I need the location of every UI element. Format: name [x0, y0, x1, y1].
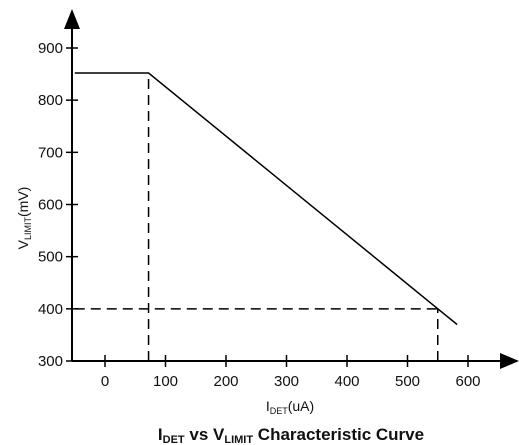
- x-tick-label-600: 600: [455, 373, 480, 390]
- reference-lines: [74, 73, 439, 361]
- chart-title: IDET vs VLIMIT Characteristic Curve: [158, 425, 424, 445]
- x-axis-title: IDET(uA): [266, 398, 314, 416]
- y-axis-title: VLIMIT(mV): [15, 187, 33, 250]
- y-tick-label-300: 300: [38, 353, 63, 370]
- x-tick-label-400: 400: [334, 373, 359, 390]
- series-line-1: [74, 72, 458, 326]
- x-tick-label-100: 100: [153, 373, 178, 390]
- y-tick-label-800: 800: [38, 92, 63, 109]
- y-tick-label-600: 600: [38, 197, 63, 214]
- y-tick-label-500: 500: [38, 249, 63, 266]
- y-tick-label-700: 700: [38, 144, 63, 161]
- y-tick-label-900: 900: [38, 40, 63, 57]
- x-tick-label-500: 500: [395, 373, 420, 390]
- x-tick-label-300: 300: [274, 373, 299, 390]
- y-tick-label-400: 400: [38, 301, 63, 318]
- ticks: 0 100 200 300 400 500 600 300 400 500 600 700 800 900: [38, 40, 481, 390]
- axes: [64, 9, 519, 369]
- y-axis-arrow: [64, 9, 80, 29]
- x-axis-arrow: [500, 353, 519, 369]
- x-tick-label-0: 0: [101, 373, 109, 390]
- series: [74, 72, 458, 326]
- x-tick-label-200: 200: [213, 373, 238, 390]
